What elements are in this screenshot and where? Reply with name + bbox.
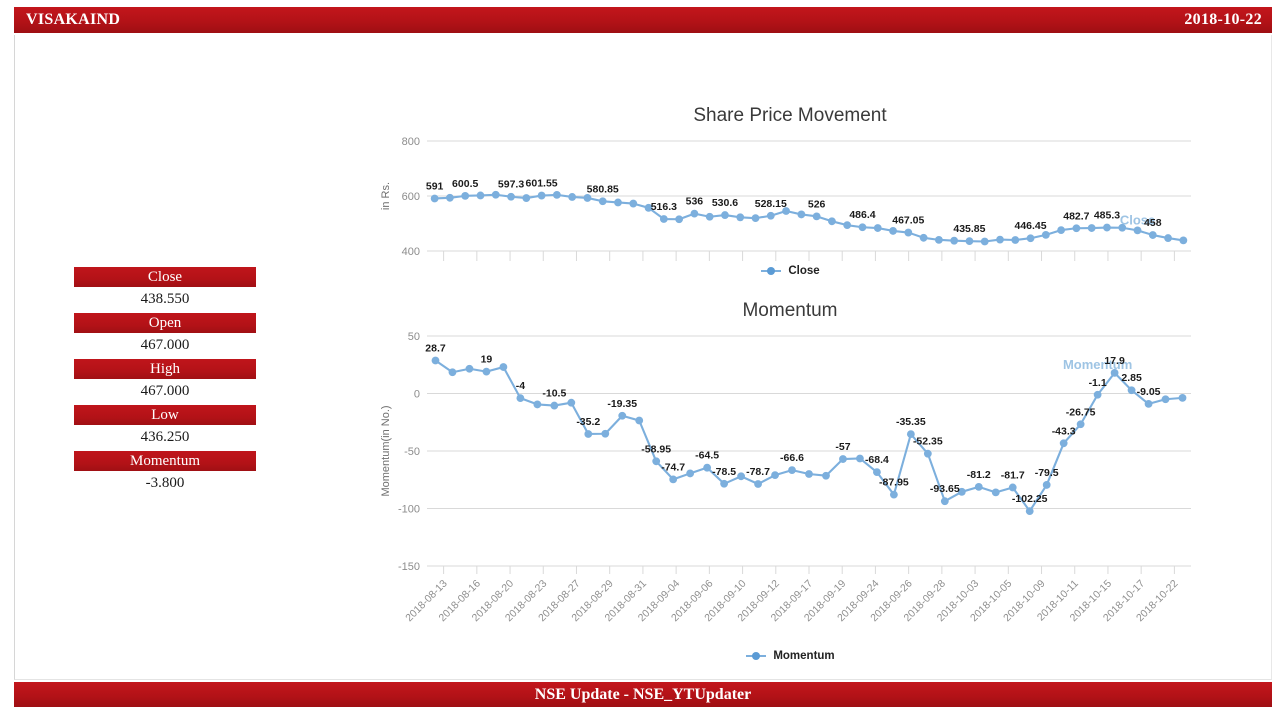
svg-text:458: 458 (1144, 217, 1162, 229)
svg-text:-26.75: -26.75 (1066, 406, 1096, 418)
momentum-legend[interactable]: Momentum (375, 650, 1205, 662)
share-price-plot: 400 600 800 in Rs. Close 591 600.5 597.3 601.55 5… (380, 136, 1191, 261)
svg-text:597.3: 597.3 (498, 179, 524, 191)
svg-text:-19.35: -19.35 (607, 398, 637, 410)
svg-text:400: 400 (402, 246, 420, 258)
svg-text:580.85: 580.85 (587, 183, 619, 195)
stat-label-momentum: Momentum (74, 451, 256, 471)
stat-value-momentum: -3.800 (145, 475, 185, 491)
svg-text:-93.65: -93.65 (930, 483, 960, 495)
svg-text:2.85: 2.85 (1121, 372, 1142, 384)
svg-text:800: 800 (402, 136, 420, 148)
svg-text:-58.95: -58.95 (641, 443, 671, 455)
svg-text:516.3: 516.3 (651, 201, 677, 213)
share-price-chart-title: Share Price Movement (693, 105, 887, 126)
stat-label-close: Close (74, 267, 256, 287)
svg-text:-43.3: -43.3 (1052, 425, 1076, 437)
svg-text:-68.4: -68.4 (865, 454, 889, 466)
stat-label-high: High (74, 359, 256, 379)
svg-text:600: 600 (402, 191, 420, 203)
svg-text:482.7: 482.7 (1063, 210, 1089, 222)
svg-text:530.6: 530.6 (712, 197, 738, 209)
stat-label-open: Open (74, 313, 256, 333)
svg-text:-78.5: -78.5 (712, 466, 736, 478)
svg-text:-35.35: -35.35 (896, 416, 926, 428)
svg-text:50: 50 (408, 331, 420, 343)
svg-text:Close: Close (1120, 212, 1155, 227)
svg-text:-52.35: -52.35 (913, 436, 943, 448)
stat-value-high: 467.000 (140, 383, 190, 399)
stats-table: Close 438.550 Open 467.000 High 467.000 … (74, 267, 256, 497)
svg-text:Momentum(in No.): Momentum(in No.) (380, 405, 392, 496)
svg-text:467.05: 467.05 (892, 215, 924, 227)
content-frame: Close 438.550 Open 467.000 High 467.000 … (14, 35, 1272, 680)
svg-text:-81.2: -81.2 (967, 469, 991, 481)
svg-text:-102.25: -102.25 (1012, 493, 1048, 505)
footer-bar: NSE Update - NSE_YTUpdater (14, 682, 1272, 707)
share-price-legend[interactable]: Close (375, 265, 1205, 277)
momentum-chart-title: Momentum (742, 300, 838, 321)
svg-text:-10.5: -10.5 (542, 388, 566, 400)
svg-text:-74.7: -74.7 (661, 461, 685, 473)
legend-marker-momentum (746, 652, 767, 660)
svg-text:-4: -4 (516, 380, 525, 392)
legend-label-close: Close (788, 265, 820, 277)
svg-text:-9.05: -9.05 (1137, 386, 1161, 398)
svg-text:28.7: 28.7 (425, 343, 446, 355)
svg-text:486.4: 486.4 (849, 209, 875, 221)
stat-value-low: 436.250 (140, 429, 190, 445)
svg-text:Momentum: Momentum (1063, 357, 1132, 372)
svg-text:536: 536 (686, 196, 704, 208)
svg-text:591: 591 (426, 180, 444, 192)
svg-text:485.3: 485.3 (1094, 210, 1120, 222)
svg-text:-50: -50 (404, 446, 420, 458)
svg-text:-78.7: -78.7 (746, 466, 770, 478)
stat-value-open: 467.000 (140, 337, 190, 353)
footer-text: NSE Update - NSE_YTUpdater (534, 685, 752, 703)
header-date: 2018-10-22 (1184, 11, 1262, 28)
svg-text:-64.5: -64.5 (695, 450, 719, 462)
svg-text:0: 0 (414, 389, 420, 401)
svg-text:-57: -57 (835, 441, 850, 453)
svg-text:-66.6: -66.6 (780, 452, 804, 464)
svg-text:19: 19 (481, 354, 493, 366)
svg-text:-1.1: -1.1 (1089, 377, 1107, 389)
header-bar: VISAKAIND 2018-10-22 (14, 7, 1272, 33)
svg-text:600.5: 600.5 (452, 178, 478, 190)
legend-marker-close (761, 267, 782, 275)
stat-value-close: 438.550 (140, 291, 190, 307)
svg-text:-79.5: -79.5 (1035, 467, 1059, 479)
svg-text:528.15: 528.15 (755, 198, 787, 210)
svg-text:601.55: 601.55 (526, 178, 558, 190)
svg-text:435.85: 435.85 (953, 223, 985, 235)
stock-symbol-title: VISAKAIND (26, 11, 121, 28)
stat-label-low: Low (74, 405, 256, 425)
svg-text:-81.7: -81.7 (1001, 469, 1025, 481)
svg-text:17.9: 17.9 (1104, 355, 1125, 367)
svg-text:-35.2: -35.2 (576, 416, 600, 428)
svg-text:446.45: 446.45 (1014, 220, 1046, 232)
svg-text:in Rs.: in Rs. (380, 182, 392, 210)
share-price-chart: Share Price Movement 400 600 800 in Rs. Clos… (375, 105, 1205, 285)
legend-label-momentum: Momentum (773, 650, 835, 662)
svg-text:-150: -150 (398, 561, 420, 573)
svg-text:-100: -100 (398, 504, 420, 516)
momentum-chart: Momentum 50 0 -50 -100 -150 Momentum(in No.) 2… (375, 300, 1205, 670)
svg-text:526: 526 (808, 198, 826, 210)
svg-text:-87.95: -87.95 (879, 477, 909, 489)
